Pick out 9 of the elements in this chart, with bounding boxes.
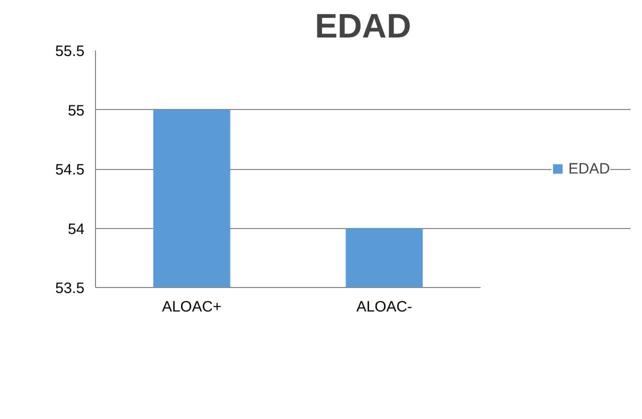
y-tick-label: 55 xyxy=(68,102,85,120)
y-tick-label: 54.5 xyxy=(55,162,85,178)
y-tick-label: 55.5 xyxy=(55,43,85,60)
y-tick-label: 53.5 xyxy=(55,280,85,297)
x-tick-label: ALOAC+ xyxy=(162,298,222,316)
legend-label: EDAD xyxy=(568,160,610,177)
chart-title: EDAD xyxy=(314,8,412,46)
y-tick-label: 54 xyxy=(68,220,85,238)
x-tick-label: ALOAC- xyxy=(356,298,412,316)
